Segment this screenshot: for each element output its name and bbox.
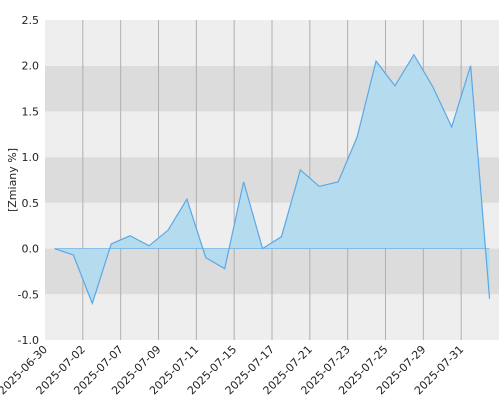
y-tick-label: 2.0 [22, 60, 40, 73]
y-tick-label: -0.5 [18, 288, 39, 301]
y-tick-label: 1.5 [22, 105, 40, 118]
line [54, 53, 491, 306]
y-tick-label: -1.0 [18, 334, 39, 347]
area [54, 54, 490, 304]
y-tick-label: 0.5 [22, 197, 40, 210]
y-tick-label: 1.0 [22, 151, 40, 164]
y-axis-label: [Zmiany %] [6, 148, 19, 212]
y-tick-label: 0.0 [22, 243, 40, 256]
y-tick-label: 2.5 [22, 14, 40, 27]
